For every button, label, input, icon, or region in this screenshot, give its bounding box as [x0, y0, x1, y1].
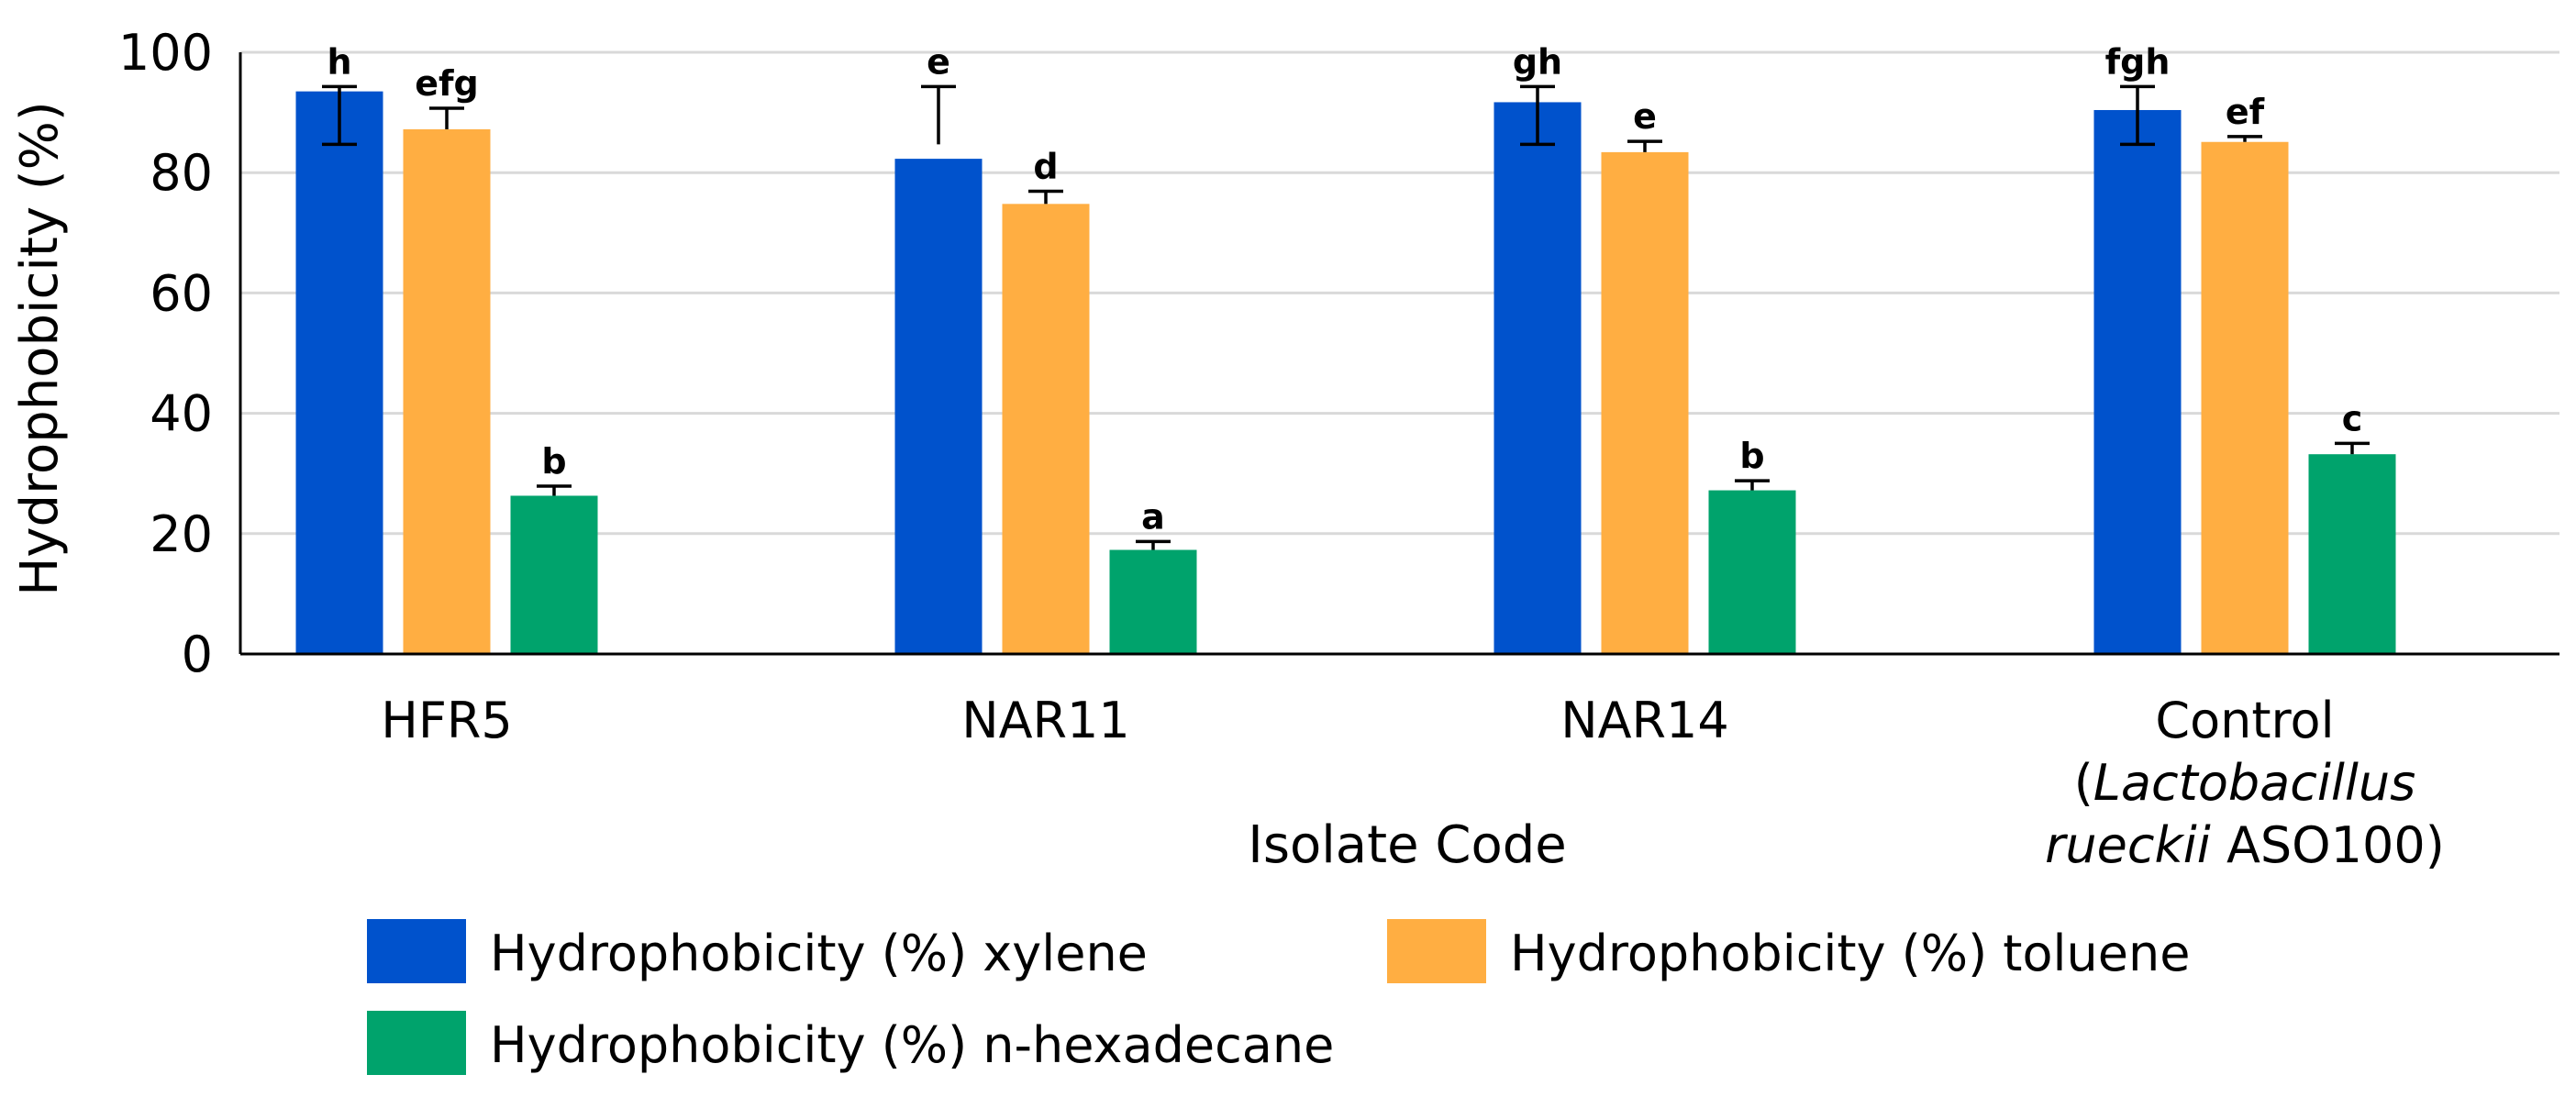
y-tick-label: 40	[150, 385, 213, 443]
error-bar-xylene	[921, 84, 956, 145]
significance-label: efg	[415, 63, 479, 104]
y-axis-title: Hydrophobicity (%)	[10, 101, 70, 595]
error-bar-toluene	[2227, 135, 2262, 142]
legend-swatch-toluene	[1387, 919, 1486, 983]
bar-xylene	[2093, 109, 2182, 654]
significance-label: gh	[1513, 41, 1562, 82]
category-labels: HFR5 NAR11 NAR14 Control (Lactobacillus rueck…	[381, 692, 2445, 874]
error-bar-toluene	[429, 106, 464, 129]
bar-n-hexadecane	[1109, 549, 1197, 654]
category-label-part: HFR5	[381, 692, 513, 749]
category-label-part: Control	[2155, 692, 2334, 749]
error-bar-n-hexadecane	[537, 484, 572, 496]
bar-xylene	[1493, 102, 1582, 654]
legend-label-xylene: Hydrophobicity (%) xylene	[490, 925, 1148, 982]
error-bar-xylene	[2120, 84, 2155, 147]
bar-toluene	[1002, 204, 1090, 654]
x-axis-title: Isolate Code	[1248, 815, 1566, 875]
significance-label: e	[1633, 96, 1657, 137]
significance-label: b	[541, 441, 566, 482]
y-tick-label: 0	[182, 626, 213, 683]
category-label-part: NAR14	[1560, 692, 1729, 749]
significance-label: b	[1739, 436, 1764, 476]
significance-label: fgh	[2105, 41, 2171, 82]
axes: 0 20 40 60 80 100	[118, 24, 2559, 683]
category-label: HFR5	[381, 692, 513, 749]
significance-labels: h e gh fgh efg d e ef b a b c	[327, 41, 2362, 537]
category-label-part: (	[2074, 754, 2093, 812]
bar-n-hexadecane	[1708, 490, 1796, 654]
legend-swatch-n-hexadecane	[367, 1011, 466, 1075]
bar-xylene	[295, 91, 383, 654]
bar-toluene	[403, 128, 491, 654]
category-label: NAR14	[1560, 692, 1729, 749]
significance-label: d	[1033, 147, 1058, 187]
error-bar-n-hexadecane	[1735, 479, 1770, 491]
error-bars	[322, 84, 2370, 550]
significance-label: a	[1141, 496, 1165, 537]
significance-label: h	[327, 41, 351, 82]
bar-n-hexadecane	[510, 495, 598, 654]
category-label: NAR11	[961, 692, 1130, 749]
significance-label: e	[927, 41, 950, 82]
error-bar-xylene	[322, 84, 357, 147]
legend-label-n-hexadecane: Hydrophobicity (%) n-hexadecane	[490, 1016, 1334, 1074]
bar-toluene	[2201, 141, 2289, 654]
bar-toluene	[1601, 151, 1689, 654]
significance-label: c	[2342, 398, 2363, 438]
error-bar-n-hexadecane	[1136, 539, 1171, 550]
legend-label-toluene: Hydrophobicity (%) toluene	[1510, 925, 2190, 982]
category-label-part: ASO100)	[2211, 816, 2445, 874]
legend: Hydrophobicity (%) xylene Hydrophobicity…	[367, 919, 2190, 1075]
category-label: Control (Lactobacillus rueckii ASO100)	[2045, 692, 2445, 874]
error-bar-toluene	[1028, 189, 1063, 205]
y-tick-label: 60	[150, 264, 213, 322]
y-tick-label: 20	[150, 505, 213, 563]
error-bar-toluene	[1627, 139, 1662, 152]
y-tick-label: 80	[150, 144, 213, 202]
error-bar-xylene	[1520, 84, 1555, 147]
bars	[295, 91, 2396, 654]
category-label-part: rueckii	[2045, 816, 2211, 874]
significance-label: ef	[2226, 92, 2265, 132]
bar-xylene	[894, 159, 983, 654]
error-bar-n-hexadecane	[2335, 441, 2370, 455]
y-tick-label: 100	[118, 24, 213, 82]
legend-swatch-xylene	[367, 919, 466, 983]
category-label-part: Lactobacillus	[2093, 754, 2416, 812]
category-label-part: NAR11	[961, 692, 1130, 749]
bar-n-hexadecane	[2308, 454, 2396, 654]
